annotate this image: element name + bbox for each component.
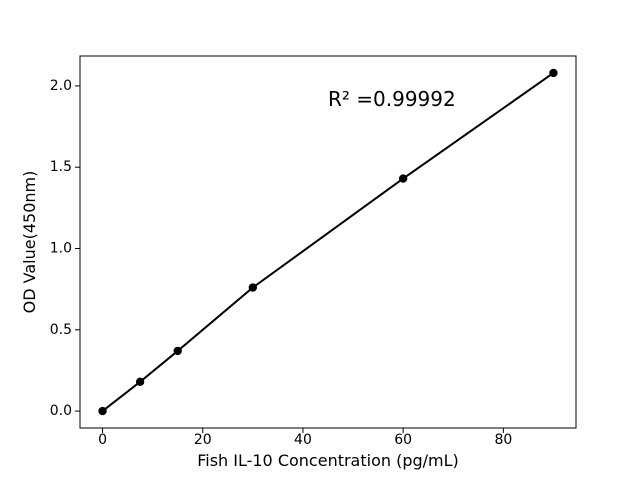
y-tick-label: 0.0: [50, 403, 72, 419]
x-axis-label: Fish IL-10 Concentration (pg/mL): [197, 451, 459, 470]
x-tick-label: 0: [98, 432, 107, 448]
x-tick-label: 80: [494, 432, 512, 448]
x-tick-label: 60: [394, 432, 412, 448]
data-point-marker: [398, 174, 408, 183]
data-point-marker: [173, 346, 182, 356]
standard-curve-line: [101, 71, 555, 413]
data-point-marker: [248, 283, 258, 292]
plot-frame: [79, 55, 577, 429]
x-tick-label: 40: [294, 432, 312, 448]
data-point-marker: [98, 406, 107, 416]
data-point-marker: [549, 68, 558, 78]
y-tick-label: 1.5: [50, 159, 72, 175]
y-tick-label: 1.0: [50, 241, 72, 257]
y-axis-label: OD Value(450nm): [20, 170, 39, 314]
data-point-marker: [135, 377, 145, 387]
r-squared-annotation: R² =0.99992: [328, 87, 456, 111]
y-tick-label: 2.0: [50, 78, 72, 94]
y-tick-label: 0.5: [50, 322, 72, 338]
x-tick-label: 20: [194, 432, 212, 448]
